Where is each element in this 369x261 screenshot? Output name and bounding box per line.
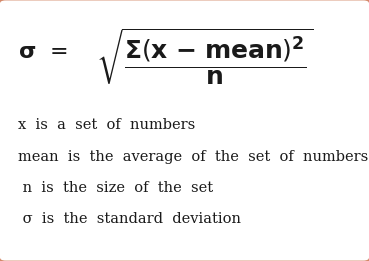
Text: $\sqrt{\dfrac{\boldsymbol{\Sigma}(\mathbf{x}\ \mathbf{-}\ \mathbf{mean})^{\mathb: $\sqrt{\dfrac{\boldsymbol{\Sigma}(\mathb… — [96, 27, 313, 88]
Text: σ  is  the  standard  deviation: σ is the standard deviation — [18, 212, 241, 226]
Text: mean  is  the  average  of  the  set  of  numbers: mean is the average of the set of number… — [18, 150, 369, 164]
Text: x  is  a  set  of  numbers: x is a set of numbers — [18, 118, 196, 132]
Text: $\mathbf{\sigma}$  =: $\mathbf{\sigma}$ = — [18, 41, 68, 63]
Text: n  is  the  size  of  the  set: n is the size of the set — [18, 181, 214, 195]
